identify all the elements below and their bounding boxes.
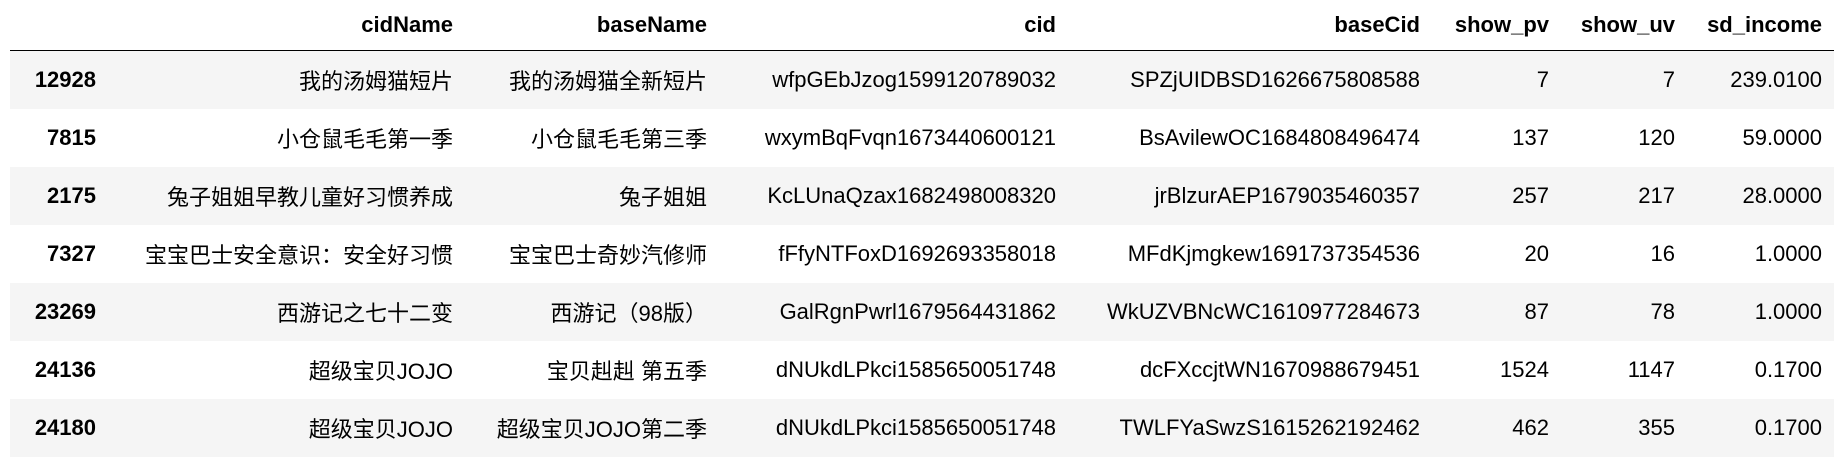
table-row: 23269 西游记之七十二变 西游记（98版） GalRgnPwrl167956… [10,282,1834,341]
header-sd-income: sd_income [1687,0,1834,51]
header-index [10,0,108,51]
cell-cid: KcLUnaQzax1682498008320 [767,182,1056,208]
cell-cidname: 宝宝巴士安全意识：安全好习惯 [144,242,453,268]
cell-cidname: 超级宝贝JOJO [308,358,453,384]
cell-sd-income: 239.0100 [1730,66,1822,92]
cell-show-pv: 462 [1512,414,1549,440]
dataframe-table: cidName baseName cid baseCid show_pv sho… [10,0,1834,457]
cell-sd-income: 1.0000 [1754,240,1822,266]
cell-cidname: 兔子姐姐早教儿童好习惯养成 [166,184,453,210]
table-row: 7327 宝宝巴士安全意识：安全好习惯 宝宝巴士奇妙汽修师 fFfyNTFoxD… [10,225,1834,283]
cell-cid: fFfyNTFoxD1692693358018 [778,240,1056,266]
row-index: 24180 [34,414,96,440]
header-basename: baseName [465,0,719,51]
table-header: cidName baseName cid baseCid show_pv sho… [10,0,1834,51]
cell-show-pv: 7 [1536,66,1549,92]
cell-basecid: MFdKjmgkew1691737354536 [1127,240,1420,266]
cell-sd-income: 1.0000 [1754,298,1822,324]
cell-basename: 超级宝贝JOJO第二季 [496,416,707,442]
cell-cidname: 超级宝贝JOJO [308,416,453,442]
cell-basecid: BsAvilewOC1684808496474 [1139,124,1420,150]
cell-sd-income: 28.0000 [1742,182,1822,208]
cell-basename: 我的汤姆猫全新短片 [508,68,707,94]
table-row: 24136 超级宝贝JOJO 宝贝赳赳 第五季 dNUkdLPkci158565… [10,341,1834,399]
cell-basecid: jrBlzurAEP1679035460357 [1154,182,1420,208]
cell-show-pv: 137 [1512,124,1549,150]
cell-show-pv: 20 [1524,240,1549,266]
cell-basename: 西游记（98版） [550,300,707,326]
cell-show-pv: 257 [1512,182,1549,208]
cell-show-uv: 120 [1638,124,1675,150]
cell-basecid: dcFXccjtWN1670988679451 [1139,356,1420,382]
cell-show-uv: 78 [1650,298,1675,324]
cell-cidname: 我的汤姆猫短片 [298,68,453,94]
row-index: 7815 [47,124,96,150]
row-index: 2175 [47,182,96,208]
cell-sd-income: 59.0000 [1742,124,1822,150]
header-basecid: baseCid [1068,0,1432,51]
cell-show-uv: 1147 [1627,356,1675,382]
row-index: 7327 [47,240,96,266]
cell-sd-income: 0.1700 [1754,414,1822,440]
header-cidname: cidName [108,0,465,51]
cell-basename: 宝贝赳赳 第五季 [546,358,707,384]
row-index: 24136 [34,356,96,382]
cell-cid: GalRgnPwrl1679564431862 [779,298,1056,324]
row-index: 12928 [34,66,96,92]
cell-cidname: 西游记之七十二变 [276,300,453,326]
cell-cidname: 小仓鼠毛毛第一季 [276,126,453,152]
table-row: 2175 兔子姐姐早教儿童好习惯养成 兔子姐姐 KcLUnaQzax168249… [10,166,1834,225]
cell-basename: 兔子姐姐 [618,184,707,210]
cell-cid: wfpGEbJzog1599120789032 [772,66,1056,92]
header-cid: cid [719,0,1068,51]
cell-sd-income: 0.1700 [1754,356,1822,382]
cell-cid: dNUkdLPkci1585650051748 [775,414,1056,440]
cell-basecid: WkUZVBNcWC1610977284673 [1106,298,1420,324]
table-body: 12928 我的汤姆猫短片 我的汤姆猫全新短片 wfpGEbJzog159912… [10,50,1834,457]
header-row: cidName baseName cid baseCid show_pv sho… [10,0,1834,51]
cell-cid: dNUkdLPkci1585650051748 [775,356,1056,382]
table-row: 12928 我的汤姆猫短片 我的汤姆猫全新短片 wfpGEbJzog159912… [10,50,1834,109]
cell-basecid: SPZjUIDBSD1626675808588 [1130,66,1420,92]
header-show-uv: show_uv [1561,0,1687,51]
cell-basename: 宝宝巴士奇妙汽修师 [508,242,707,268]
row-index: 23269 [34,298,96,324]
cell-basecid: TWLFYaSwzS1615262192462 [1119,414,1420,440]
table-row: 24180 超级宝贝JOJO 超级宝贝JOJO第二季 dNUkdLPkci158… [10,398,1834,457]
cell-basename: 小仓鼠毛毛第三季 [530,126,707,152]
cell-show-uv: 355 [1638,414,1675,440]
cell-cid: wxymBqFvqn1673440600121 [764,124,1056,150]
cell-show-pv: 87 [1524,298,1549,324]
cell-show-pv: 1524 [1500,356,1549,382]
cell-show-uv: 7 [1662,66,1675,92]
cell-show-uv: 16 [1650,240,1675,266]
header-show-pv: show_pv [1432,0,1561,51]
table-row: 7815 小仓鼠毛毛第一季 小仓鼠毛毛第三季 wxymBqFvqn1673440… [10,109,1834,167]
cell-show-uv: 217 [1638,182,1675,208]
